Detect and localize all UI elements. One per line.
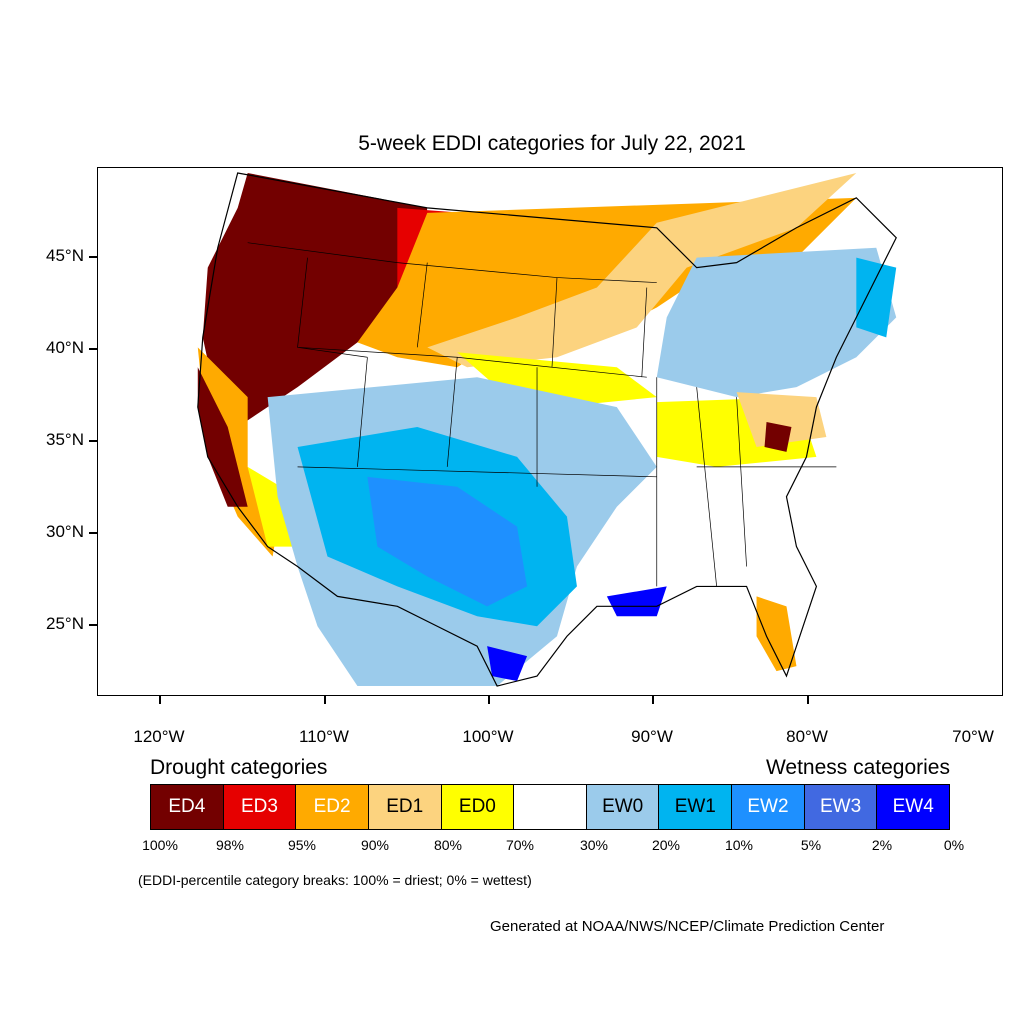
- lat-label-35: 35°N: [46, 430, 84, 449]
- category-regions: [197, 172, 897, 687]
- region-ed4-california: [197, 367, 248, 507]
- pct-20: 20%: [651, 837, 681, 853]
- lat-label-30: 30°N: [46, 522, 84, 541]
- legend-ed0: ED0: [441, 785, 515, 829]
- legend-ed2: ED2: [296, 785, 369, 829]
- boundaries: [197, 172, 897, 687]
- lon-label-120: 120°W: [133, 727, 185, 746]
- category-note: (EDDI-percentile category breaks: 100% =…: [138, 872, 532, 888]
- region-ed1-north: [427, 172, 857, 368]
- lon-label-100: 100°W: [462, 727, 514, 746]
- lon-tick-110: [324, 696, 326, 704]
- pct-0: 0%: [943, 837, 965, 853]
- lat-tick-30: [89, 532, 97, 534]
- lat-tick-45: [89, 256, 97, 258]
- credit-line: Generated at NOAA/NWS/NCEP/Climate Predi…: [490, 918, 885, 935]
- lat-label-40: 40°N: [46, 338, 84, 357]
- pct-100: 100%: [142, 837, 178, 853]
- lat-tick-25: [89, 624, 97, 626]
- pct-10: 10%: [724, 837, 754, 853]
- lat-tick-35: [89, 440, 97, 442]
- lat-label-45: 45°N: [46, 246, 84, 265]
- lon-label-70: 70°W: [952, 727, 994, 746]
- pct-98: 98%: [215, 837, 245, 853]
- lon-tick-100: [488, 696, 490, 704]
- legend-ew1: EW1: [659, 785, 733, 829]
- lat-tick-40: [89, 348, 97, 350]
- lon-label-80: 80°W: [786, 727, 828, 746]
- pct-2: 2%: [871, 837, 893, 853]
- legend-ed3: ED3: [223, 785, 297, 829]
- legend-ew4: EW4: [877, 785, 950, 829]
- region-ed0-plains: [457, 352, 657, 408]
- pct-5: 5%: [800, 837, 822, 853]
- legend-ew2: EW2: [732, 785, 805, 829]
- legend-ew0: EW0: [586, 785, 660, 829]
- region-ed2-florida: [756, 596, 797, 672]
- category-legend: ED4 ED3 ED2 ED1 ED0 EW0 EW1 EW2 EW3 EW4: [150, 784, 950, 830]
- map-title: 5-week EDDI categories for July 22, 2021: [358, 132, 746, 155]
- map-panel: [97, 167, 1003, 696]
- legend-ed4: ED4: [151, 785, 224, 829]
- legend-ew3: EW3: [804, 785, 878, 829]
- wetness-heading: Wetness categories: [765, 756, 950, 779]
- region-ed1-ohio: [736, 392, 827, 447]
- drought-heading: Drought categories: [150, 756, 328, 779]
- region-ew2-southwest: [367, 476, 528, 607]
- state-lines: [247, 242, 837, 587]
- region-ed0-southwest: [247, 466, 298, 547]
- region-ew0-greatlakes: [656, 247, 897, 398]
- lon-tick-80: [807, 696, 809, 704]
- region-ed4-northwest: [202, 172, 428, 428]
- legend-ed1: ED1: [368, 785, 442, 829]
- pct-30: 30%: [579, 837, 609, 853]
- region-ed4-virginia: [764, 422, 792, 452]
- pct-90: 90%: [360, 837, 390, 853]
- pct-80: 80%: [433, 837, 463, 853]
- lon-tick-120: [159, 696, 161, 704]
- eddi-map: [197, 172, 897, 687]
- lon-tick-90: [652, 696, 654, 704]
- lon-label-110: 110°W: [299, 727, 349, 746]
- lon-label-90: 90°W: [631, 727, 673, 746]
- region-ew4-texas: [487, 646, 528, 682]
- region-ew4-gulf: [606, 586, 667, 617]
- lat-label-25: 25°N: [46, 614, 84, 633]
- us-outline: [197, 172, 897, 687]
- legend-neutral: [514, 785, 587, 829]
- pct-70: 70%: [505, 837, 535, 853]
- region-ew1-northeast: [856, 257, 897, 338]
- pct-95: 95%: [287, 837, 317, 853]
